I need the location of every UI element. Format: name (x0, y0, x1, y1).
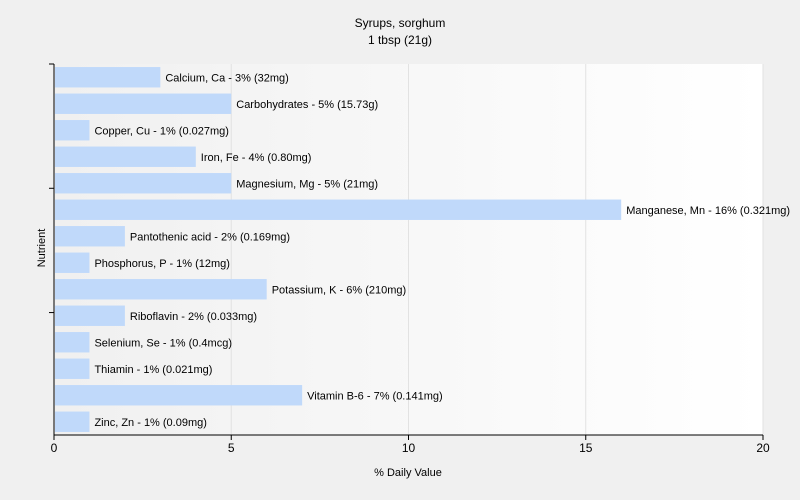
bar-label: Potassium, K - 6% (210mg) (272, 284, 407, 296)
axes: 0 5 10 15 20 (49, 63, 770, 455)
bar (55, 120, 90, 141)
bar-label: Pantothenic acid - 2% (0.169mg) (130, 231, 290, 243)
bar (55, 252, 90, 273)
y-axis-label: Nutrient (36, 229, 48, 268)
bar-label: Iron, Fe - 4% (0.80mg) (201, 152, 312, 164)
bar-label: Magnesium, Mg - 5% (21mg) (236, 178, 378, 190)
bar (55, 332, 90, 353)
x-tick-label: 0 (51, 441, 58, 455)
bar (55, 173, 232, 194)
bar-label: Phosphorus, P - 1% (12mg) (94, 258, 230, 270)
bar-label: Vitamin B-6 - 7% (0.141mg) (307, 390, 443, 402)
x-axis-label: % Daily Value (374, 467, 442, 479)
bar (55, 385, 303, 406)
bar-label: Thiamin - 1% (0.021mg) (94, 364, 212, 376)
chart-subtitle: 1 tbsp (21g) (368, 33, 432, 47)
bar (55, 411, 90, 432)
bar (55, 93, 232, 114)
bar-label: Copper, Cu - 1% (0.027mg) (94, 125, 229, 137)
x-tick-label: 20 (756, 441, 770, 455)
bar (55, 226, 125, 247)
bar (55, 358, 90, 379)
x-tick-label: 15 (579, 441, 593, 455)
bar (55, 199, 622, 220)
x-tick-label: 10 (402, 441, 416, 455)
bar-label: Calcium, Ca - 3% (32mg) (165, 72, 288, 84)
gridlines (230, 64, 764, 435)
bars (55, 67, 622, 432)
bar (55, 279, 267, 300)
chart-title: Syrups, sorghum (355, 16, 446, 30)
bar-labels: Calcium, Ca - 3% (32mg) Carbohydrates - 5… (94, 72, 790, 429)
bar-label: Zinc, Zn - 1% (0.09mg) (94, 417, 206, 429)
bar-label: Manganese, Mn - 16% (0.321mg) (626, 205, 790, 217)
bar (55, 146, 196, 167)
bar-label: Carbohydrates - 5% (15.73g) (236, 99, 378, 111)
x-tick-label: 5 (228, 441, 235, 455)
bar-label: Riboflavin - 2% (0.033mg) (130, 311, 257, 323)
bar (55, 67, 161, 88)
bar-label: Selenium, Se - 1% (0.4mcg) (94, 337, 232, 349)
bar (55, 305, 125, 326)
